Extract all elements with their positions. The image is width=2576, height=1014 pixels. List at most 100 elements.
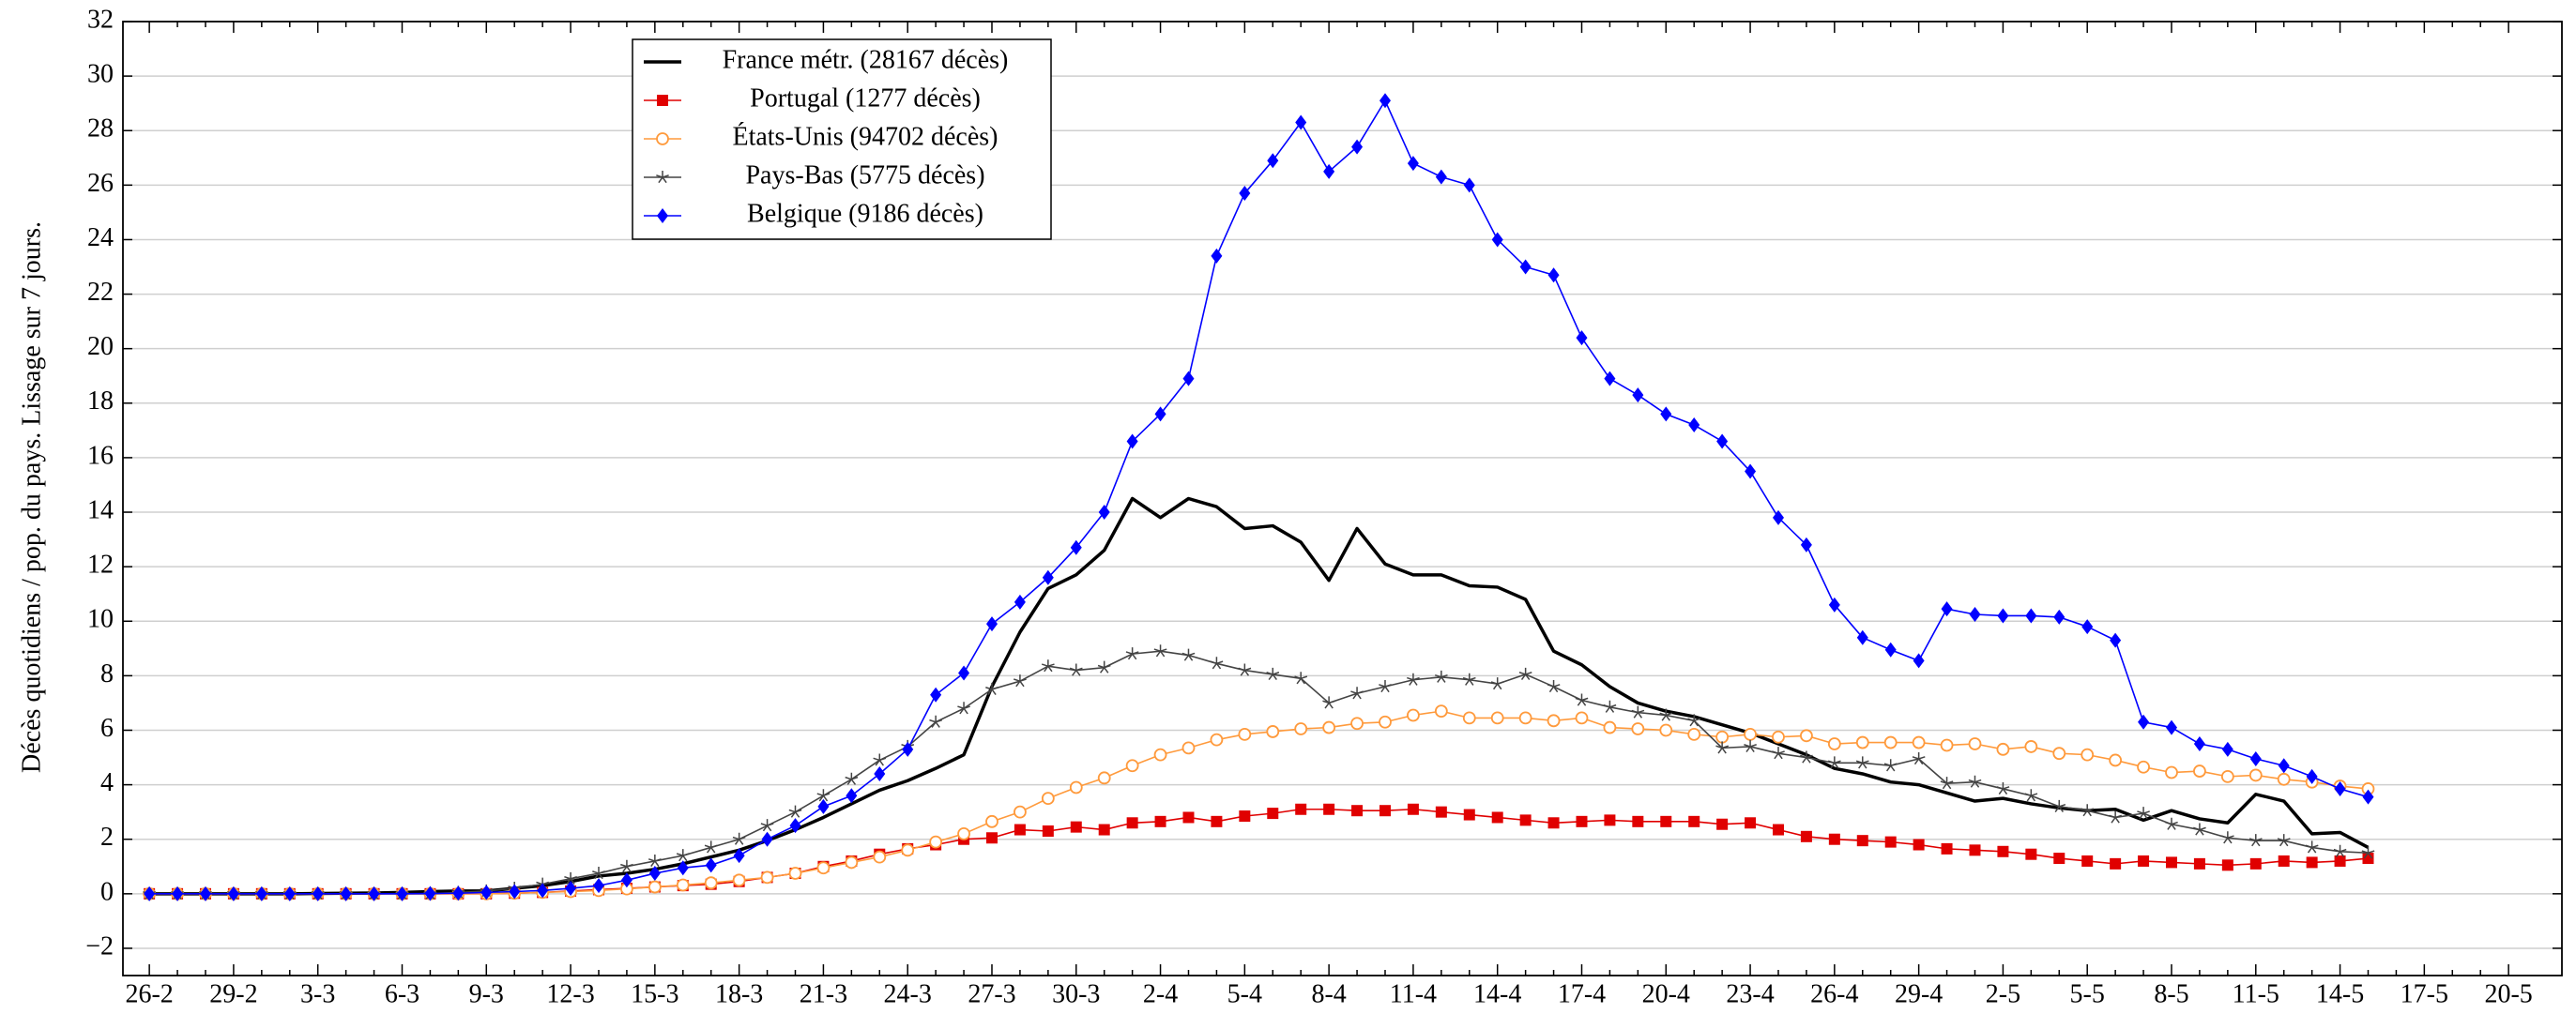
- marker: [657, 95, 668, 106]
- marker: [2137, 760, 2150, 774]
- marker: [2024, 789, 2038, 802]
- marker: [1295, 114, 1307, 130]
- marker: [1997, 608, 2009, 624]
- marker: [1996, 742, 2010, 756]
- marker: [1688, 417, 1700, 433]
- legend-box: [632, 38, 1052, 240]
- marker: [1182, 371, 1195, 386]
- marker: [816, 861, 831, 875]
- marker: [1097, 771, 1111, 785]
- marker: [1379, 805, 1391, 817]
- x-tick-label: 17-4: [1558, 979, 1606, 1008]
- marker: [1153, 644, 1167, 658]
- marker: [1968, 775, 1982, 788]
- marker: [788, 805, 802, 818]
- marker: [732, 832, 746, 845]
- marker: [1547, 679, 1561, 693]
- marker: [1828, 833, 1840, 845]
- marker: [2249, 750, 2262, 766]
- marker: [2052, 747, 2066, 761]
- marker: [1323, 803, 1335, 815]
- marker: [1884, 642, 1897, 658]
- marker: [2165, 719, 2177, 735]
- marker: [620, 872, 633, 888]
- x-tick-label: 30-3: [1052, 979, 1100, 1008]
- marker: [1575, 711, 1589, 725]
- marker: [1351, 805, 1364, 817]
- marker: [2138, 714, 2150, 730]
- marker: [985, 814, 998, 828]
- y-tick-label: 14: [87, 495, 114, 524]
- marker: [1182, 811, 1195, 824]
- marker: [2248, 834, 2263, 847]
- marker: [1041, 792, 1055, 806]
- marker: [1238, 663, 1252, 676]
- marker: [1913, 839, 1925, 851]
- marker: [1322, 720, 1336, 734]
- y-tick-label: 20: [87, 332, 114, 361]
- x-tick-label: 2-4: [1143, 979, 1178, 1008]
- marker: [199, 885, 211, 901]
- y-tick-label: 6: [100, 714, 114, 743]
- marker: [958, 665, 970, 681]
- marker: [2277, 834, 2291, 847]
- marker: [1295, 803, 1307, 815]
- marker: [2165, 817, 2178, 830]
- marker: [2053, 609, 2065, 625]
- marker: [1014, 594, 1026, 610]
- y-tick-label: 28: [87, 114, 114, 144]
- marker: [312, 885, 324, 901]
- marker: [985, 832, 998, 844]
- marker: [2306, 768, 2318, 784]
- x-tick-label: 5-5: [2070, 979, 2105, 1008]
- marker: [1154, 406, 1166, 422]
- marker: [1434, 704, 1448, 719]
- y-tick-label: 12: [87, 551, 114, 580]
- x-tick-label: 5-4: [1227, 979, 1262, 1008]
- marker: [1941, 601, 1953, 617]
- marker: [1659, 708, 1673, 721]
- marker: [930, 687, 942, 703]
- marker: [396, 885, 408, 901]
- marker: [2248, 768, 2263, 782]
- x-tick-label: 3-3: [300, 979, 335, 1008]
- x-tick-label: 14-4: [1473, 979, 1521, 1008]
- y-tick-label: 16: [87, 441, 114, 470]
- marker: [1940, 777, 1954, 790]
- marker: [1098, 505, 1110, 521]
- marker: [2193, 823, 2206, 836]
- marker: [1294, 722, 1308, 735]
- marker: [1715, 741, 1730, 754]
- marker: [2361, 846, 2375, 859]
- marker: [1912, 735, 1926, 749]
- marker: [1266, 725, 1280, 738]
- y-tick-label: 32: [87, 5, 114, 34]
- marker: [1772, 509, 1784, 525]
- marker: [1126, 817, 1138, 829]
- marker: [760, 870, 774, 885]
- marker: [1745, 463, 1757, 479]
- marker: [1407, 803, 1419, 815]
- legend-label: Belgique (9186 décès): [747, 199, 983, 228]
- marker: [1491, 811, 1503, 824]
- marker: [1014, 805, 1027, 819]
- marker: [1098, 824, 1110, 836]
- marker: [1996, 781, 2010, 795]
- marker: [2053, 853, 2065, 865]
- marker: [1856, 835, 1868, 847]
- marker: [873, 850, 887, 864]
- y-tick-label: 10: [87, 605, 114, 634]
- y-tick-label: 26: [87, 169, 114, 198]
- marker: [2221, 741, 2233, 757]
- marker: [2249, 857, 2262, 870]
- marker: [1125, 759, 1139, 773]
- marker: [592, 878, 604, 894]
- marker: [1604, 814, 1616, 826]
- marker: [1097, 660, 1111, 673]
- marker: [761, 831, 773, 847]
- marker: [1210, 733, 1224, 747]
- marker: [788, 867, 802, 880]
- marker: [1041, 659, 1055, 673]
- marker: [2305, 840, 2319, 854]
